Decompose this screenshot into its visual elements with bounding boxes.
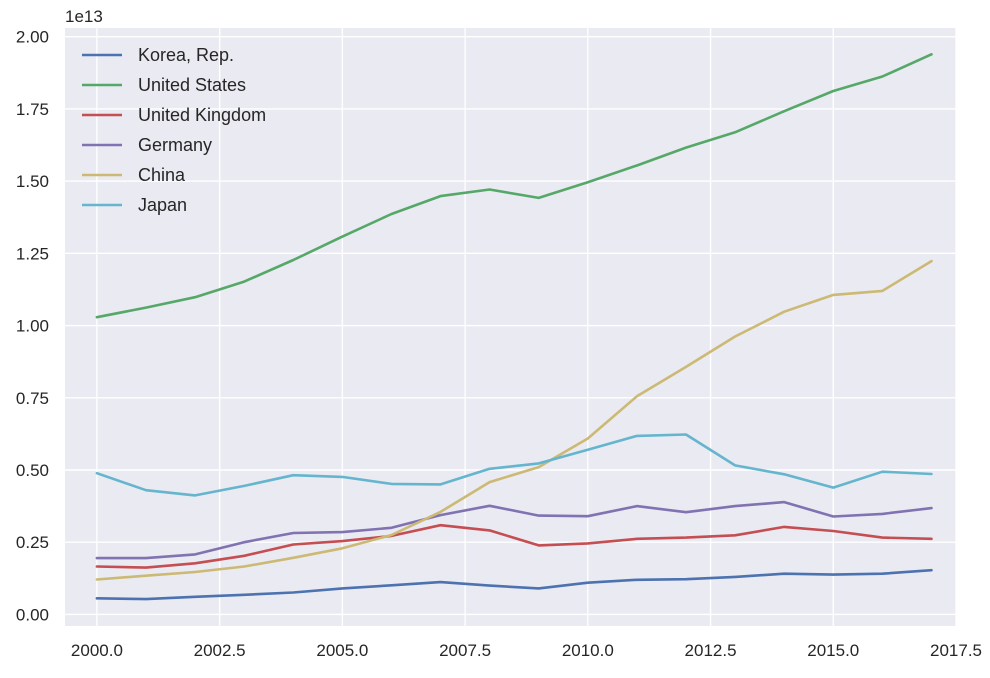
y-axis-ticks: 0.00 0.25 0.50 0.75 1.00 1.25 1.50 1.75 2.00 [16, 28, 49, 625]
y-tick-label: 0.75 [16, 389, 49, 408]
y-tick-label: 2.00 [16, 28, 49, 47]
grid-lines [65, 28, 957, 626]
x-axis-ticks: 2000.0 2002.5 2005.0 2007.5 2010.0 2012.5 2015… [71, 641, 982, 660]
x-tick-label: 2005.0 [316, 641, 368, 660]
series-line-united-states [95, 52, 933, 319]
plot-background [65, 28, 956, 626]
legend-label: United Kingdom [138, 105, 266, 125]
series-line-korea-rep [95, 568, 933, 601]
x-tick-label: 2002.5 [194, 641, 246, 660]
legend: Korea, Rep. United States United Kingdom Ge… [82, 45, 266, 215]
y-tick-label: 1.25 [16, 244, 49, 263]
legend-label: Germany [138, 135, 212, 155]
series-line-china [95, 259, 933, 581]
y-tick-label: 1.00 [16, 317, 49, 336]
x-tick-label: 2010.0 [562, 641, 614, 660]
x-tick-label: 2007.5 [439, 641, 491, 660]
legend-label: China [138, 165, 186, 185]
y-tick-label: 1.50 [16, 172, 49, 191]
x-tick-label: 2017.5 [930, 641, 982, 660]
y-offset-label: 1e13 [65, 7, 103, 26]
y-tick-label: 0.00 [16, 605, 49, 624]
legend-label: Korea, Rep. [138, 45, 234, 65]
x-tick-label: 2015.0 [807, 641, 859, 660]
series-line-japan [95, 433, 933, 497]
legend-label: United States [138, 75, 246, 95]
series-line-united-kingdom [95, 523, 933, 569]
legend-label: Japan [138, 195, 187, 215]
y-tick-label: 1.75 [16, 100, 49, 119]
series-lines [95, 52, 933, 601]
y-tick-label: 0.25 [16, 533, 49, 552]
x-tick-label: 2000.0 [71, 641, 123, 660]
series-line-germany [95, 500, 933, 560]
y-tick-label: 0.50 [16, 461, 49, 480]
x-tick-label: 2012.5 [685, 641, 737, 660]
